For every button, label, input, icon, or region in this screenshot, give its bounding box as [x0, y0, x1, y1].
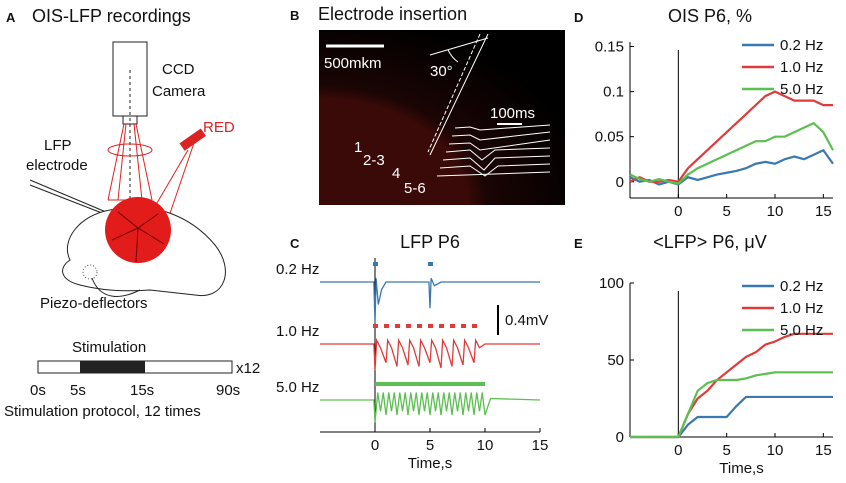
y-tick-label: 0.1 [603, 84, 624, 101]
depth-traces [436, 124, 551, 177]
stimulus-marker [417, 324, 422, 328]
line [629, 90, 833, 183]
line [629, 148, 834, 186]
series-label: 0.2 Hz [276, 261, 319, 278]
y-tick-label: 0.05 [595, 129, 624, 146]
x-tick-label: 5 [722, 442, 730, 459]
layer-label: 1 [354, 139, 362, 156]
panel-a: A OIS-LFP recordings CCD Camera RED LFP … [4, 6, 260, 420]
stimulus-marker [439, 324, 444, 328]
light-source [179, 128, 206, 151]
stimulation-period [80, 361, 145, 373]
chart-title: LFP P6 [400, 232, 460, 252]
whisker-pad [82, 264, 98, 280]
y-tick-label: 50 [607, 352, 624, 369]
layer-label: 4 [392, 165, 400, 182]
legend-label: 5.0 Hz [780, 322, 823, 339]
protocol-tick: 0s [30, 382, 46, 399]
panel-letter: E [574, 236, 583, 251]
deflector-arrow [91, 277, 141, 297]
x-tick-label: 0 [674, 442, 682, 459]
stimulus-marker [428, 324, 433, 328]
stimulus-marker [373, 324, 378, 328]
stimulator-label: Piezo-deflectors [40, 295, 148, 312]
series-label: 5.0 Hz [276, 379, 319, 396]
angle-arc [447, 49, 459, 63]
stimulus-marker [373, 262, 378, 266]
x-axis-label: Time,s [719, 460, 763, 477]
line [630, 332, 833, 439]
panel-letter: D [574, 10, 583, 25]
chart-title: OIS P6, % [668, 6, 752, 26]
x-tick-label: 0 [674, 203, 682, 220]
x-tick-label: 10 [767, 442, 784, 459]
legend-label: 5.0 Hz [780, 81, 823, 98]
panel-letter: A [6, 10, 16, 25]
chart-title: <LFP> P6, μV [653, 232, 766, 252]
scale-label: 0.4mV [505, 312, 548, 329]
line [629, 121, 834, 185]
series-label: 1.0 Hz [276, 323, 319, 340]
stimulus-marker [472, 324, 477, 328]
x-tick-label: 15 [815, 442, 832, 459]
electrode-label: electrode [26, 157, 88, 174]
panel-letter: C [290, 236, 300, 251]
protocol-tick: 5s [70, 382, 86, 399]
layer-label: 5-6 [404, 180, 426, 197]
stimulus-marker [406, 324, 411, 328]
y-tick-label: 0 [616, 174, 624, 191]
electrode-label: LFP [44, 137, 72, 154]
x-tick-label: 10 [477, 437, 494, 454]
legend-label: 1.0 Hz [780, 300, 823, 317]
stimulus-marker [450, 324, 455, 328]
camera-label: Camera [152, 83, 206, 100]
legend-label: 1.0 Hz [780, 59, 823, 76]
protocol-tick: 15s [130, 382, 154, 399]
x-tick-label: 5 [426, 437, 434, 454]
x-tick-label: 10 [767, 203, 784, 220]
repeats: x12 [236, 360, 260, 377]
stimulus-marker [395, 324, 400, 328]
protocol-caption: Stimulation protocol, 12 times [4, 403, 201, 420]
trace [320, 277, 540, 324]
angle-label: 30° [430, 63, 453, 80]
electrode [427, 33, 481, 153]
brain-vessels [111, 211, 165, 263]
y-tick-label: 0 [616, 429, 624, 446]
protocol-tick: 90s [216, 382, 240, 399]
stimulus-marker [461, 324, 466, 328]
light-label: RED [203, 119, 235, 136]
panel-title: OIS-LFP recordings [32, 6, 191, 26]
electrode [429, 33, 489, 156]
trace [320, 392, 541, 423]
protocol-label: Stimulation [72, 339, 146, 356]
stimulus-marker [428, 262, 433, 266]
layer-label: 2-3 [363, 152, 385, 169]
camera-label: CCD [162, 61, 195, 78]
line [630, 371, 833, 439]
panel-letter: B [290, 8, 299, 23]
x-axis-label: Time,s [408, 455, 452, 472]
line [630, 395, 833, 439]
legend-label: 0.2 Hz [780, 37, 823, 54]
trace [320, 337, 540, 371]
panel-title: Electrode insertion [318, 4, 467, 24]
x-tick-label: 5 [722, 203, 730, 220]
angle-line [429, 37, 489, 56]
scale-label: 500mkm [324, 55, 382, 72]
stimulus-marker [384, 324, 389, 328]
x-tick-label: 15 [532, 437, 549, 454]
y-tick-label: 0.15 [595, 39, 624, 56]
legend-label: 0.2 Hz [780, 278, 823, 295]
time-scale-label: 100ms [490, 105, 535, 122]
x-tick-label: 15 [815, 203, 832, 220]
panel-b: B Electrode insertion 500mkm 30° 100ms 1… [290, 4, 565, 205]
x-tick-label: 0 [371, 437, 379, 454]
y-tick-label: 100 [599, 275, 624, 292]
